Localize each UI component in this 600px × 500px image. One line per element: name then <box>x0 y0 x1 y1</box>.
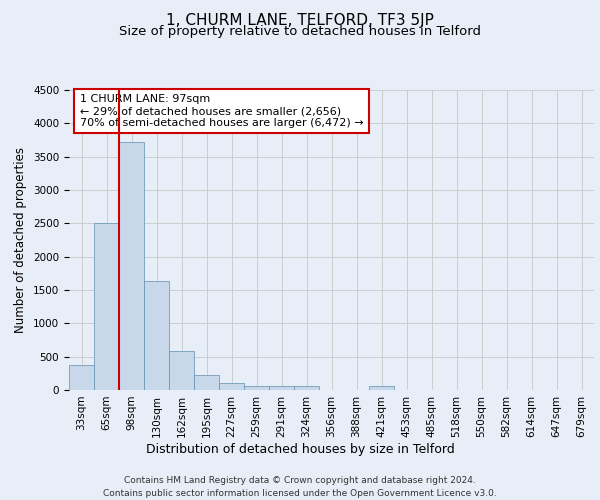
Bar <box>169 350 194 390</box>
Text: Distribution of detached houses by size in Telford: Distribution of detached houses by size … <box>146 442 454 456</box>
Bar <box>119 142 144 390</box>
Text: Size of property relative to detached houses in Telford: Size of property relative to detached ho… <box>119 25 481 38</box>
Bar <box>219 382 244 390</box>
Bar <box>369 386 394 390</box>
Y-axis label: Number of detached properties: Number of detached properties <box>14 147 28 333</box>
Text: 1 CHURM LANE: 97sqm
← 29% of detached houses are smaller (2,656)
70% of semi-det: 1 CHURM LANE: 97sqm ← 29% of detached ho… <box>79 94 363 128</box>
Text: Contains HM Land Registry data © Crown copyright and database right 2024.
Contai: Contains HM Land Registry data © Crown c… <box>103 476 497 498</box>
Bar <box>94 224 119 390</box>
Bar <box>144 282 169 390</box>
Bar <box>294 386 319 390</box>
Bar <box>69 366 94 390</box>
Bar <box>244 386 269 390</box>
Bar <box>194 376 219 390</box>
Bar <box>269 386 294 390</box>
Text: 1, CHURM LANE, TELFORD, TF3 5JP: 1, CHURM LANE, TELFORD, TF3 5JP <box>166 12 434 28</box>
